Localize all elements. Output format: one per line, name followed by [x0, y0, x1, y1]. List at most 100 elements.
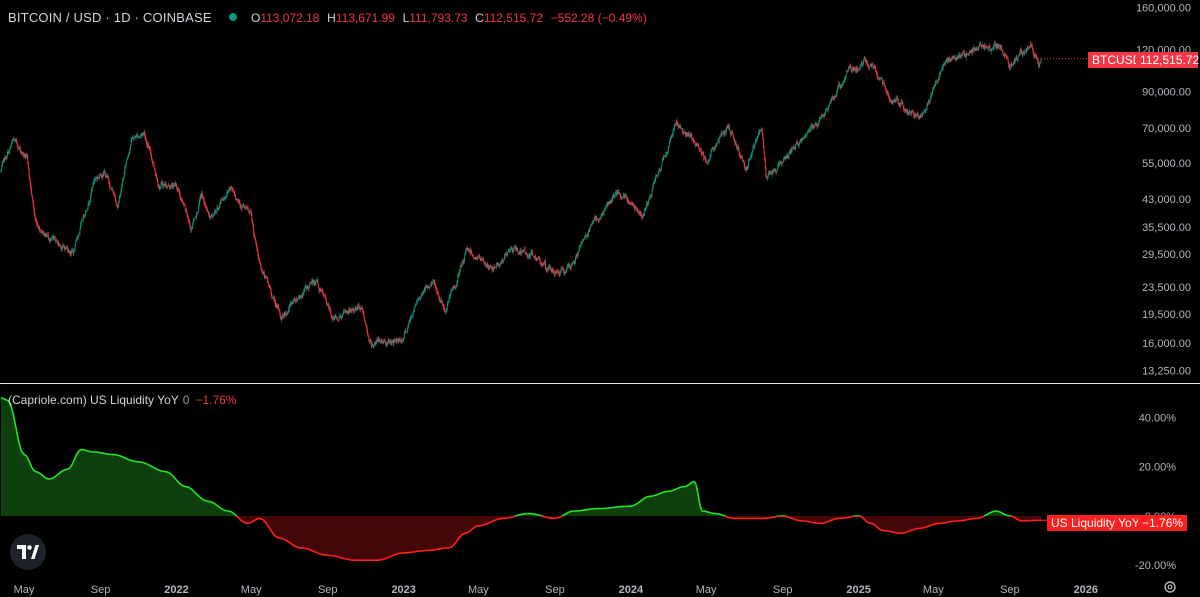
candle-body	[376, 339, 378, 341]
candle-body	[795, 144, 797, 148]
candle-body	[845, 76, 847, 79]
candle-body	[426, 286, 428, 288]
candle-body	[349, 309, 351, 311]
candle-body	[1006, 56, 1008, 58]
candle-body	[56, 239, 58, 243]
symbol-title[interactable]: BITCOIN / USD · 1D · COINBASE	[8, 10, 212, 25]
gear-icon[interactable]	[1163, 580, 1177, 594]
candle-body	[520, 250, 522, 254]
candle-body	[556, 271, 558, 272]
candle-body	[637, 209, 639, 212]
candle-body	[178, 189, 180, 192]
candle-body	[819, 116, 821, 119]
candle-body	[797, 142, 799, 144]
candle-body	[842, 83, 843, 85]
candle-body	[865, 58, 866, 61]
price-axis-label: 16,000.00	[1142, 338, 1191, 350]
candle-body	[225, 197, 227, 198]
candle-body	[12, 139, 14, 141]
candle-body	[515, 247, 517, 250]
candle-body	[1004, 54, 1006, 56]
close-value: 112,515.72	[483, 11, 544, 25]
candle-body	[109, 184, 111, 189]
candle-body	[416, 299, 418, 302]
candle-body	[295, 299, 297, 302]
time-axis-label: May	[468, 584, 489, 596]
candle-body	[284, 313, 286, 315]
candle-body	[286, 313, 288, 315]
candle-body	[733, 136, 734, 139]
candle-body	[745, 167, 747, 170]
candle-body	[657, 175, 659, 176]
candle-body	[594, 217, 596, 221]
candle-body	[607, 201, 609, 204]
candle-body	[1001, 47, 1003, 51]
candle-body	[90, 191, 92, 195]
candle-body	[875, 70, 877, 72]
candle-body	[588, 230, 589, 235]
candle-body	[584, 236, 586, 239]
candle-body	[1008, 64, 1010, 68]
indicator-legend[interactable]: (Capriole.com) US Liquidity YoY 0 −1.76%	[8, 393, 236, 407]
candle-body	[469, 249, 471, 252]
candle-body	[119, 196, 121, 197]
candle-body	[593, 220, 594, 223]
candle-body	[509, 249, 510, 252]
candle-body	[696, 144, 698, 146]
candle-body	[17, 144, 19, 149]
candle-body	[382, 342, 383, 344]
candle-body	[333, 317, 335, 320]
candle-body	[794, 147, 796, 148]
candle-body	[115, 197, 116, 202]
candle-body	[381, 340, 383, 343]
indicator-badge-label: US Liquidity YoY	[1051, 516, 1140, 530]
candle-body	[449, 295, 451, 298]
tradingview-logo-icon[interactable]	[10, 534, 46, 570]
candle-body	[419, 297, 421, 299]
price-axis-label: 43,000.00	[1142, 194, 1191, 206]
candle-body	[222, 199, 224, 201]
candle-body	[416, 301, 418, 305]
candle-body	[665, 155, 667, 157]
candle-body	[873, 66, 875, 67]
candle-body	[694, 142, 696, 146]
indicator-value: −1.76%	[195, 393, 237, 407]
candle-body	[642, 216, 644, 218]
candle-body	[967, 54, 969, 55]
indicator-name[interactable]: (Capriole.com) US Liquidity YoY	[8, 393, 179, 407]
candle-body	[518, 253, 520, 255]
candle-body	[830, 100, 832, 103]
candle-body	[115, 201, 117, 204]
candle-body	[500, 263, 502, 265]
candle-body	[1007, 57, 1009, 62]
candle-body	[769, 171, 771, 174]
candle-body	[910, 112, 912, 114]
candle-body	[427, 286, 429, 288]
candle-body	[983, 47, 985, 49]
candle-body	[377, 339, 379, 341]
candle-body	[168, 184, 170, 186]
candle-body	[830, 102, 832, 103]
candle-body	[487, 266, 489, 269]
candle-body	[218, 206, 220, 210]
candle-body	[634, 207, 636, 209]
candle-body	[80, 220, 82, 225]
candle-body	[212, 214, 214, 216]
candle-body	[711, 149, 713, 152]
candle-body	[447, 301, 449, 306]
candle-body	[570, 268, 571, 270]
candle-body	[724, 131, 726, 134]
candle-body	[363, 313, 365, 317]
candle-body	[100, 173, 102, 176]
candle-body	[297, 298, 299, 300]
candle-body	[560, 268, 562, 271]
candle-body	[230, 187, 232, 188]
candle-body	[764, 152, 766, 160]
candle-body	[93, 179, 95, 182]
candle-body	[586, 236, 588, 237]
candle-body	[678, 124, 680, 126]
candle-body	[247, 207, 249, 211]
candle-body	[602, 212, 604, 214]
candle-body	[517, 249, 519, 252]
